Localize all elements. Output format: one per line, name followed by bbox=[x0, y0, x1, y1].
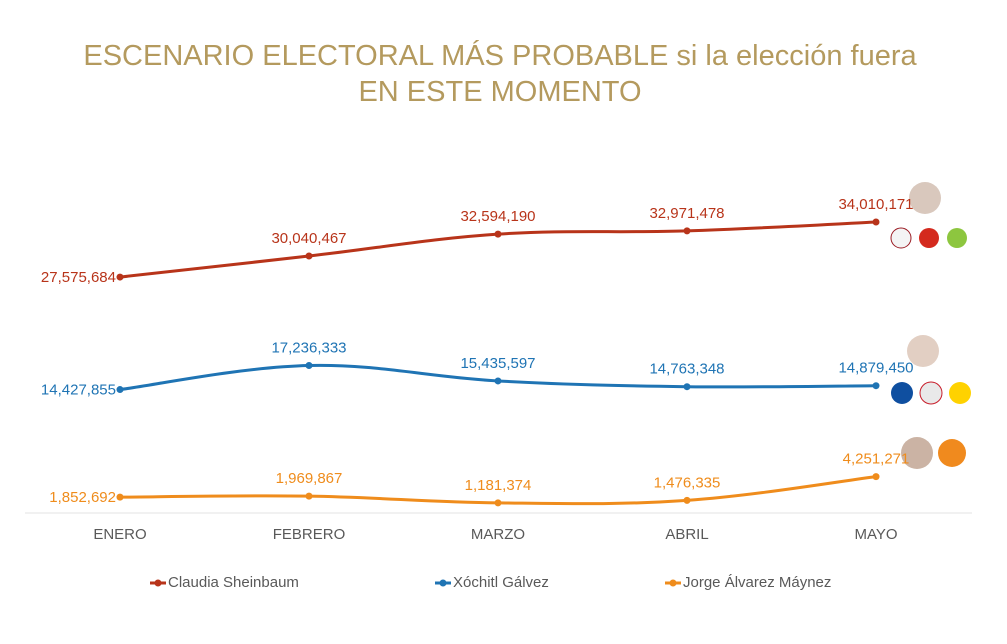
series-line bbox=[119, 220, 877, 279]
logo bbox=[891, 382, 913, 404]
x-tick-label: FEBRERO bbox=[273, 526, 346, 543]
legend-label: Jorge Álvarez Máynez bbox=[683, 574, 831, 591]
data-point bbox=[683, 383, 691, 391]
x-tick-label: MARZO bbox=[471, 526, 525, 543]
data-point bbox=[683, 496, 691, 504]
data-point bbox=[305, 362, 313, 370]
data-point bbox=[305, 492, 313, 500]
data-label: 17,236,333 bbox=[271, 340, 346, 357]
data-label: 14,879,450 bbox=[838, 360, 913, 377]
data-label: 32,594,190 bbox=[460, 208, 535, 225]
data-point bbox=[305, 252, 313, 260]
data-label: 1,969,867 bbox=[276, 470, 343, 487]
legend-swatch bbox=[669, 579, 677, 587]
data-point bbox=[116, 493, 124, 501]
logo bbox=[947, 228, 967, 248]
logo bbox=[938, 439, 966, 467]
data-label: 1,181,374 bbox=[465, 477, 532, 494]
chart-title: ESCENARIO ELECTORAL MÁS PROBABLE si la e… bbox=[83, 40, 917, 108]
data-point bbox=[683, 227, 691, 235]
legend-swatch bbox=[439, 579, 447, 587]
data-point bbox=[494, 499, 502, 507]
data-point bbox=[872, 382, 880, 390]
data-point bbox=[116, 273, 124, 281]
data-point bbox=[494, 230, 502, 238]
x-tick-label: MAYO bbox=[854, 526, 897, 543]
legend-label: Xóchitl Gálvez bbox=[453, 574, 549, 591]
data-point bbox=[872, 218, 880, 226]
x-tick-label: ABRIL bbox=[665, 526, 708, 543]
x-tick-label: ENERO bbox=[93, 526, 146, 543]
data-label: 4,251,271 bbox=[843, 451, 910, 468]
data-label: 14,427,855 bbox=[41, 382, 116, 399]
data-point bbox=[116, 386, 124, 394]
data-point bbox=[872, 473, 880, 481]
data-label: 27,575,684 bbox=[41, 269, 116, 286]
photo bbox=[901, 437, 933, 469]
data-point bbox=[494, 377, 502, 385]
candidate-icons bbox=[890, 182, 971, 469]
data-label: 1,476,335 bbox=[654, 474, 721, 491]
legend-label: Claudia Sheinbaum bbox=[168, 574, 299, 591]
photo bbox=[907, 335, 939, 367]
data-label: 15,435,597 bbox=[460, 355, 535, 372]
data-label: 1,852,692 bbox=[49, 489, 116, 506]
logo bbox=[919, 228, 939, 248]
logo bbox=[949, 382, 971, 404]
logo bbox=[919, 381, 943, 405]
data-label: 30,040,467 bbox=[271, 230, 346, 247]
legend-swatch bbox=[154, 579, 162, 587]
photo bbox=[909, 182, 941, 214]
data-label: 32,971,478 bbox=[649, 205, 724, 222]
data-label: 14,763,348 bbox=[649, 361, 724, 378]
logo bbox=[890, 227, 912, 249]
data-label: 34,010,171 bbox=[838, 196, 913, 213]
